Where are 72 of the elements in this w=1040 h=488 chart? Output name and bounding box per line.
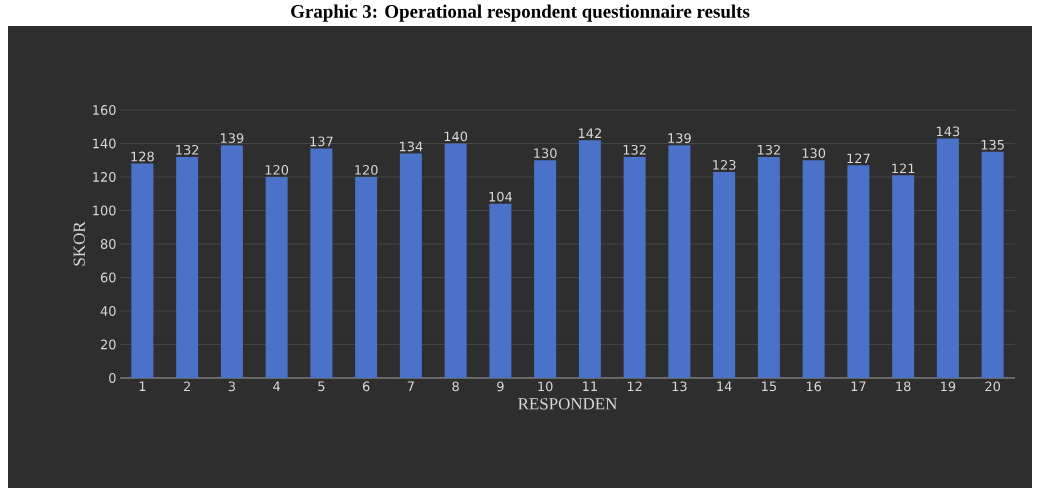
y-tick-label: 140: [93, 138, 116, 149]
x-tick-label: 1: [139, 381, 146, 391]
data-label: 132: [176, 144, 199, 155]
x-tick-label: 6: [362, 381, 370, 392]
data-label: 130: [534, 148, 557, 159]
y-tick-label: 40: [100, 306, 116, 316]
data-label: 132: [757, 144, 780, 155]
x-tick-label: 4: [273, 381, 281, 391]
data-label: 139: [220, 133, 244, 143]
bar: [176, 156, 199, 378]
bar: [713, 171, 736, 378]
data-label: 137: [310, 136, 333, 147]
x-tick-label: 18: [896, 381, 911, 392]
x-tick-label: 9: [497, 381, 504, 392]
data-label: 139: [668, 133, 691, 143]
chart-title: Graphic 3: Operational respondent questionnaire results: [291, 4, 750, 22]
data-label: 143: [936, 126, 960, 137]
bar: [220, 145, 243, 378]
y-tick-label: 160: [93, 105, 116, 115]
bar: [623, 156, 646, 378]
bar: [802, 160, 825, 378]
data-label: 121: [892, 163, 915, 174]
x-tick-label: 15: [762, 381, 776, 392]
x-tick-label: 5: [318, 381, 325, 392]
bar: [265, 176, 288, 378]
data-label: 128: [131, 151, 154, 162]
x-tick-label: 2: [183, 381, 190, 392]
x-tick-label: 14: [717, 381, 732, 391]
bar: [757, 156, 780, 378]
bar: [981, 151, 1004, 378]
data-label: 142: [578, 128, 601, 138]
y-tick-label: 20: [100, 339, 116, 350]
data-label: 135: [981, 139, 1004, 150]
bar: [534, 160, 557, 378]
data-label: 130: [802, 148, 826, 159]
y-axis-title: SKOR: [73, 221, 85, 266]
x-tick-label: 12: [627, 381, 642, 392]
y-tick-label: 120: [93, 172, 116, 182]
bar: [399, 153, 422, 378]
x-tick-label: 11: [583, 381, 597, 391]
x-tick-label: 10: [538, 381, 553, 392]
bar: [444, 143, 467, 378]
y-tick-label: 60: [100, 272, 116, 283]
data-label: 120: [355, 165, 378, 175]
bar: [892, 175, 915, 378]
bar: [489, 203, 512, 378]
x-tick-label: 3: [228, 381, 235, 392]
bar: [668, 145, 691, 378]
x-tick-label: 16: [806, 381, 822, 392]
x-tick-label: 19: [941, 381, 956, 392]
x-tick-label: 20: [985, 381, 1001, 392]
data-label: 134: [399, 141, 423, 152]
bar: [310, 148, 333, 378]
data-label: 140: [444, 131, 468, 142]
x-tick-label: 17: [851, 381, 866, 391]
x-tick-label: 7: [407, 381, 414, 391]
bar: [578, 140, 601, 378]
y-tick-label: 100: [93, 205, 116, 216]
data-label: 132: [623, 144, 646, 155]
y-tick-label: 0: [109, 373, 116, 383]
bar: [131, 163, 154, 378]
x-tick-label: 8: [452, 381, 459, 392]
data-label: 120: [265, 165, 289, 175]
bar: [847, 165, 870, 378]
x-tick-label: 13: [672, 381, 687, 392]
data-label: 127: [847, 153, 870, 164]
y-tick-label: 80: [100, 239, 116, 249]
data-label: 104: [489, 191, 513, 202]
bar: [936, 138, 959, 378]
x-axis-title: RESPONDEN: [518, 398, 617, 410]
data-label: 123: [713, 159, 736, 170]
bar: [355, 176, 378, 378]
